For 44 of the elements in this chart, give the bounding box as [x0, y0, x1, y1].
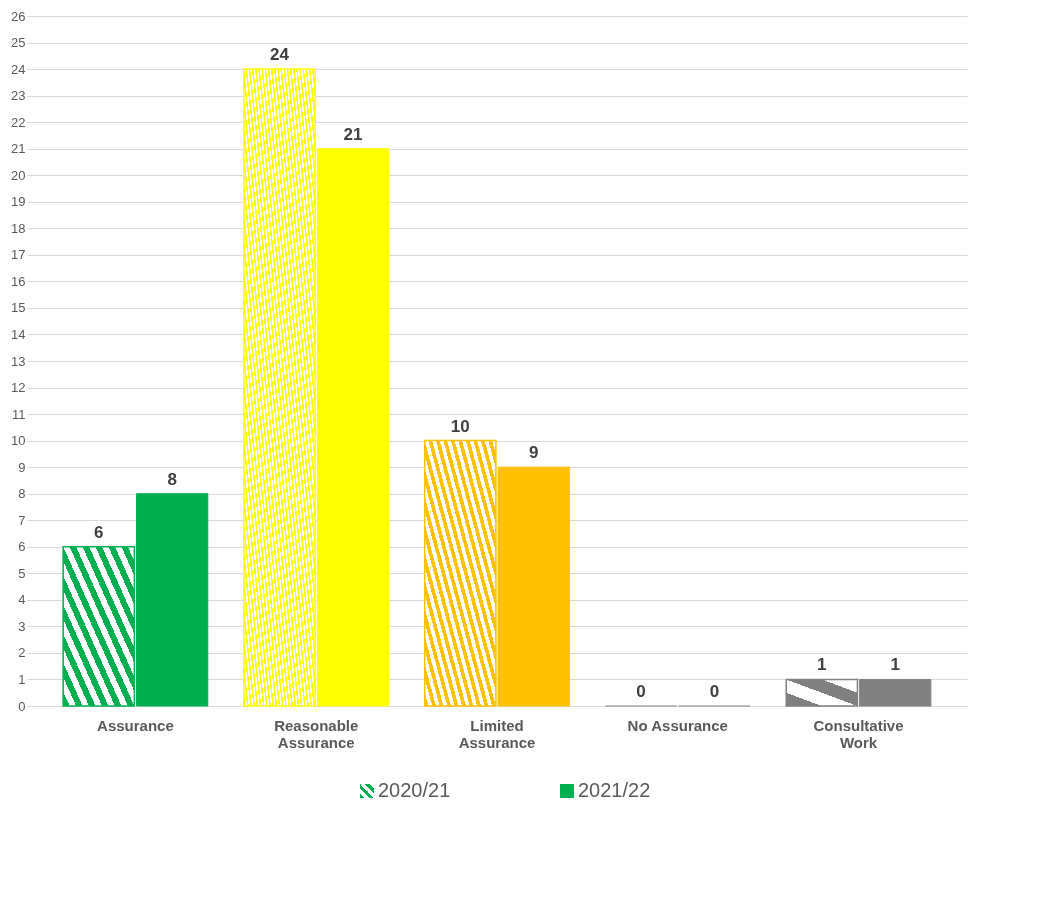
- y-tick-label: 14: [11, 326, 26, 342]
- y-tick-label: 1: [18, 671, 26, 687]
- y-tick-label: 22: [11, 114, 26, 130]
- y-tick-label: 13: [11, 353, 26, 369]
- data-label: 21: [343, 124, 363, 144]
- y-tick-label: 17: [11, 247, 26, 263]
- y-tick-label: 16: [11, 273, 26, 289]
- y-tick-label: 20: [11, 167, 26, 183]
- y-tick-label: 2: [18, 645, 26, 661]
- legend-label: 2021/22: [578, 779, 651, 801]
- x-tick-label: No Assurance: [627, 716, 728, 734]
- legend-label: 2020/21: [378, 779, 451, 801]
- x-tick-label: Limited Assurance: [458, 716, 536, 751]
- y-tick-label: 15: [11, 300, 26, 316]
- x-tick-label: Reasonable Assurance: [274, 716, 359, 751]
- y-tick-label: 8: [18, 486, 26, 502]
- y-tick-label: 24: [11, 61, 26, 77]
- data-label: 1: [890, 655, 900, 675]
- y-tick-label: 21: [11, 141, 26, 157]
- y-tick-label: 7: [18, 512, 26, 528]
- y-tick-label: 18: [11, 220, 26, 236]
- data-label: 6: [94, 522, 104, 542]
- data-label: 10: [450, 416, 470, 436]
- data-label: 0: [636, 682, 646, 701]
- y-tick-label: 23: [11, 88, 26, 104]
- data-label: 24: [270, 45, 290, 65]
- y-tick-label: 0: [18, 698, 26, 714]
- y-tick-label: 11: [12, 406, 26, 422]
- data-label: 0: [709, 682, 720, 701]
- y-tick-label: 10: [11, 433, 26, 449]
- y-tick-label: 12: [11, 380, 26, 396]
- x-tick-label: Assurance: [97, 716, 174, 734]
- y-tick-label: 26: [11, 8, 26, 24]
- y-tick-label: 25: [11, 35, 26, 51]
- data-label: 8: [167, 469, 177, 489]
- y-tick-label: 6: [18, 539, 26, 555]
- y-tick-label: 9: [18, 459, 26, 475]
- y-tick-label: 4: [18, 592, 26, 608]
- y-tick-label: 19: [11, 194, 26, 210]
- y-tick-label: 3: [18, 618, 26, 634]
- y-tick-label: 5: [18, 565, 26, 581]
- data-label: 9: [528, 443, 539, 463]
- data-label: 1: [817, 655, 827, 675]
- x-tick-label: Consultative Work: [813, 716, 904, 751]
